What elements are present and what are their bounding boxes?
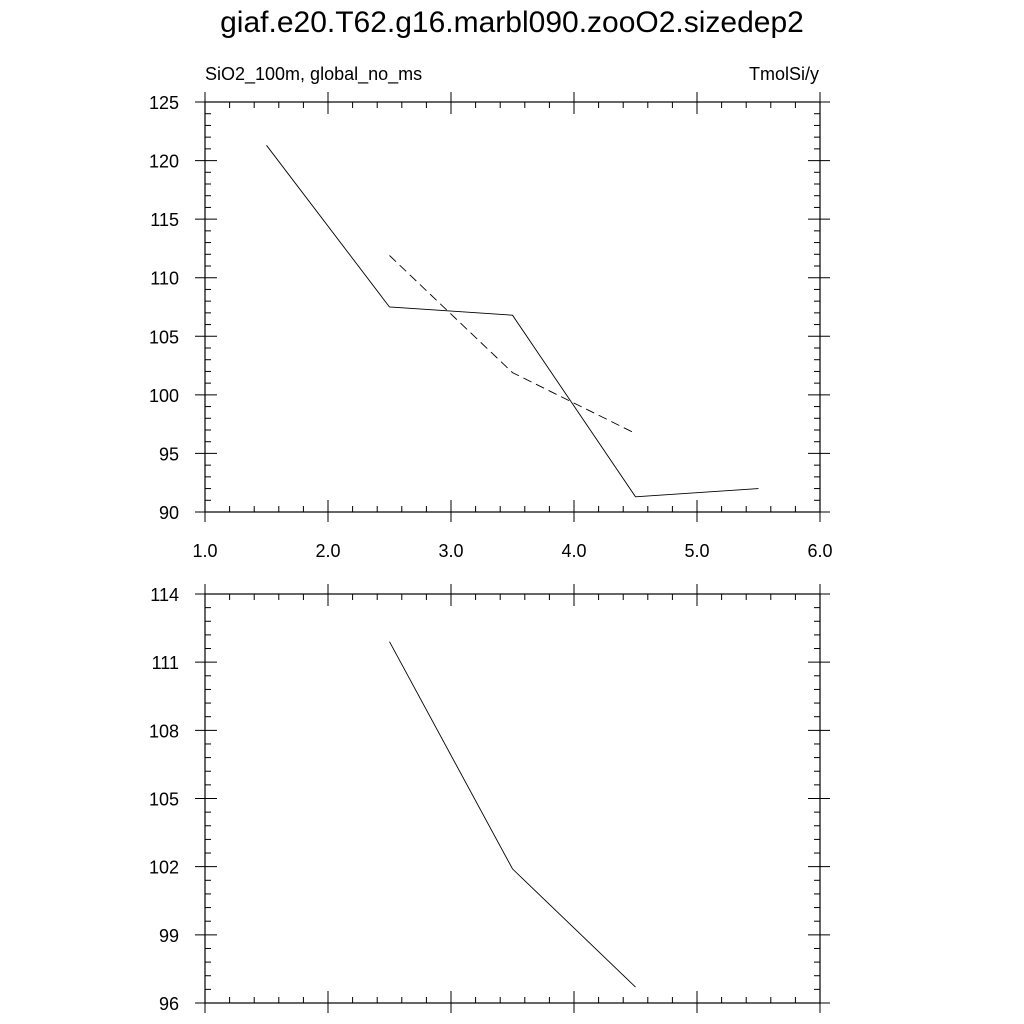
panel2-series-1-line bbox=[389, 641, 636, 988]
panel1-y-tick-label: 90 bbox=[159, 503, 179, 523]
left-subtitle: SiO2_100m, global_no_ms bbox=[205, 64, 423, 84]
panel2-y-tick-label: 96 bbox=[159, 994, 179, 1014]
panel1-y-tick-label: 100 bbox=[149, 386, 179, 406]
panel2-y-tick-label: 99 bbox=[159, 926, 179, 946]
panel2-y-tick-label: 114 bbox=[150, 585, 179, 605]
panel1-y-tick-label: 125 bbox=[149, 93, 179, 113]
panel1-y-tick-label: 115 bbox=[150, 210, 179, 230]
panel1-series-1-line bbox=[266, 145, 759, 498]
panel1-y-tick-label: 95 bbox=[159, 444, 179, 464]
panel1-x-tick-label: 5.0 bbox=[684, 541, 709, 561]
panel1-x-tick-label: 3.0 bbox=[438, 541, 463, 561]
panel1-x-tick-label: 1.0 bbox=[192, 541, 217, 561]
panel1-frame bbox=[204, 101, 821, 513]
panel2-y-tick-label: 111 bbox=[152, 653, 179, 673]
right-subtitle: TmolSi/y bbox=[748, 64, 819, 84]
panel2-y-tick-label: 105 bbox=[149, 790, 179, 810]
panel1-y-tick-label: 120 bbox=[149, 152, 179, 172]
chart-title: giaf.e20.T62.g16.marbl090.zooO2.sizedep2 bbox=[220, 6, 804, 39]
panel1-x-tick-label: 6.0 bbox=[807, 541, 832, 561]
panel2-y-tick-label: 108 bbox=[149, 721, 179, 741]
panel1-x-tick-label: 2.0 bbox=[315, 541, 340, 561]
panel1-series-2-line bbox=[389, 255, 636, 434]
panel1-x-tick-label: 4.0 bbox=[561, 541, 586, 561]
panel2-frame bbox=[204, 593, 821, 1004]
panel1-y-tick-label: 105 bbox=[149, 327, 179, 347]
panel2-y-tick-label: 102 bbox=[149, 858, 179, 878]
panel1-y-tick-label: 110 bbox=[150, 269, 179, 289]
